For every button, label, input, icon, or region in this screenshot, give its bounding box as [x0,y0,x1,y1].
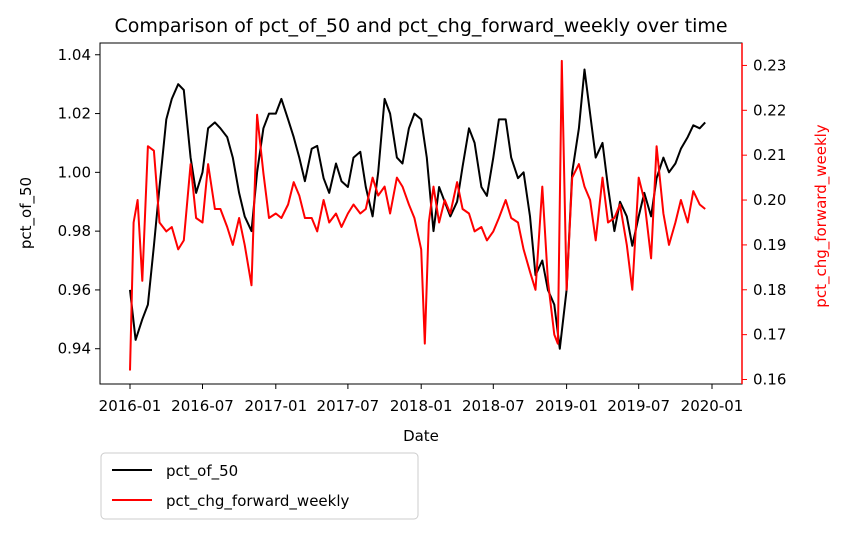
y-tick-label: 1.04 [58,46,91,64]
x-axis: 2016-01 2016-07 2017-01 2017-07 2018-01 2018-… [99,384,744,415]
y2-tick-label: 0.20 [753,191,786,209]
plot-area [99,42,743,385]
y2-axis-title: pct_chg_forward_weekly [812,124,831,308]
chart-title: Comparison of pct_of_50 and pct_chg_forw… [114,15,727,37]
y2-tick-label: 0.23 [753,56,786,74]
y2-tick-label: 0.22 [753,101,786,119]
legend-label-pct-chg-forward-weekly: pct_chg_forward_weekly [166,492,350,511]
x-tick-label: 2016-07 [171,397,234,415]
x-axis-title: Date [403,427,439,445]
legend: pct_of_50 pct_chg_forward_weekly [100,452,419,520]
y-tick-label: 1.02 [58,105,91,123]
series-line-pct-of-50 [129,68,706,350]
series-line-pct-chg-forward-weekly [129,59,706,371]
y-axis-right: 0.16 0.17 0.18 0.19 0.20 0.21 0.22 0.23 [741,43,786,389]
legend-box [100,452,419,520]
y2-tick-label: 0.19 [753,236,786,254]
x-tick-label: 2020-01 [681,397,744,415]
y2-tick-label: 0.21 [753,146,786,164]
x-tick-label: 2017-07 [317,397,380,415]
series-layer [129,59,706,371]
legend-label-pct-of-50: pct_of_50 [166,462,238,481]
y-axis-left: 0.94 0.96 0.98 1.00 1.02 1.04 [58,46,100,358]
y-axis-title: pct_of_50 [17,177,36,249]
y-tick-label: 0.96 [58,281,91,299]
x-tick-label: 2018-01 [390,397,453,415]
x-tick-label: 2018-07 [462,397,525,415]
x-tick-label: 2019-01 [535,397,598,415]
y-tick-label: 1.00 [58,163,91,181]
y2-tick-label: 0.18 [753,281,786,299]
y2-tick-label: 0.16 [753,371,786,389]
x-tick-label: 2019-07 [607,397,670,415]
y2-tick-label: 0.17 [753,326,786,344]
x-tick-label: 2016-01 [99,397,162,415]
x-tick-label: 2017-01 [244,397,307,415]
y-tick-label: 0.98 [58,222,91,240]
y-tick-label: 0.94 [58,340,91,358]
